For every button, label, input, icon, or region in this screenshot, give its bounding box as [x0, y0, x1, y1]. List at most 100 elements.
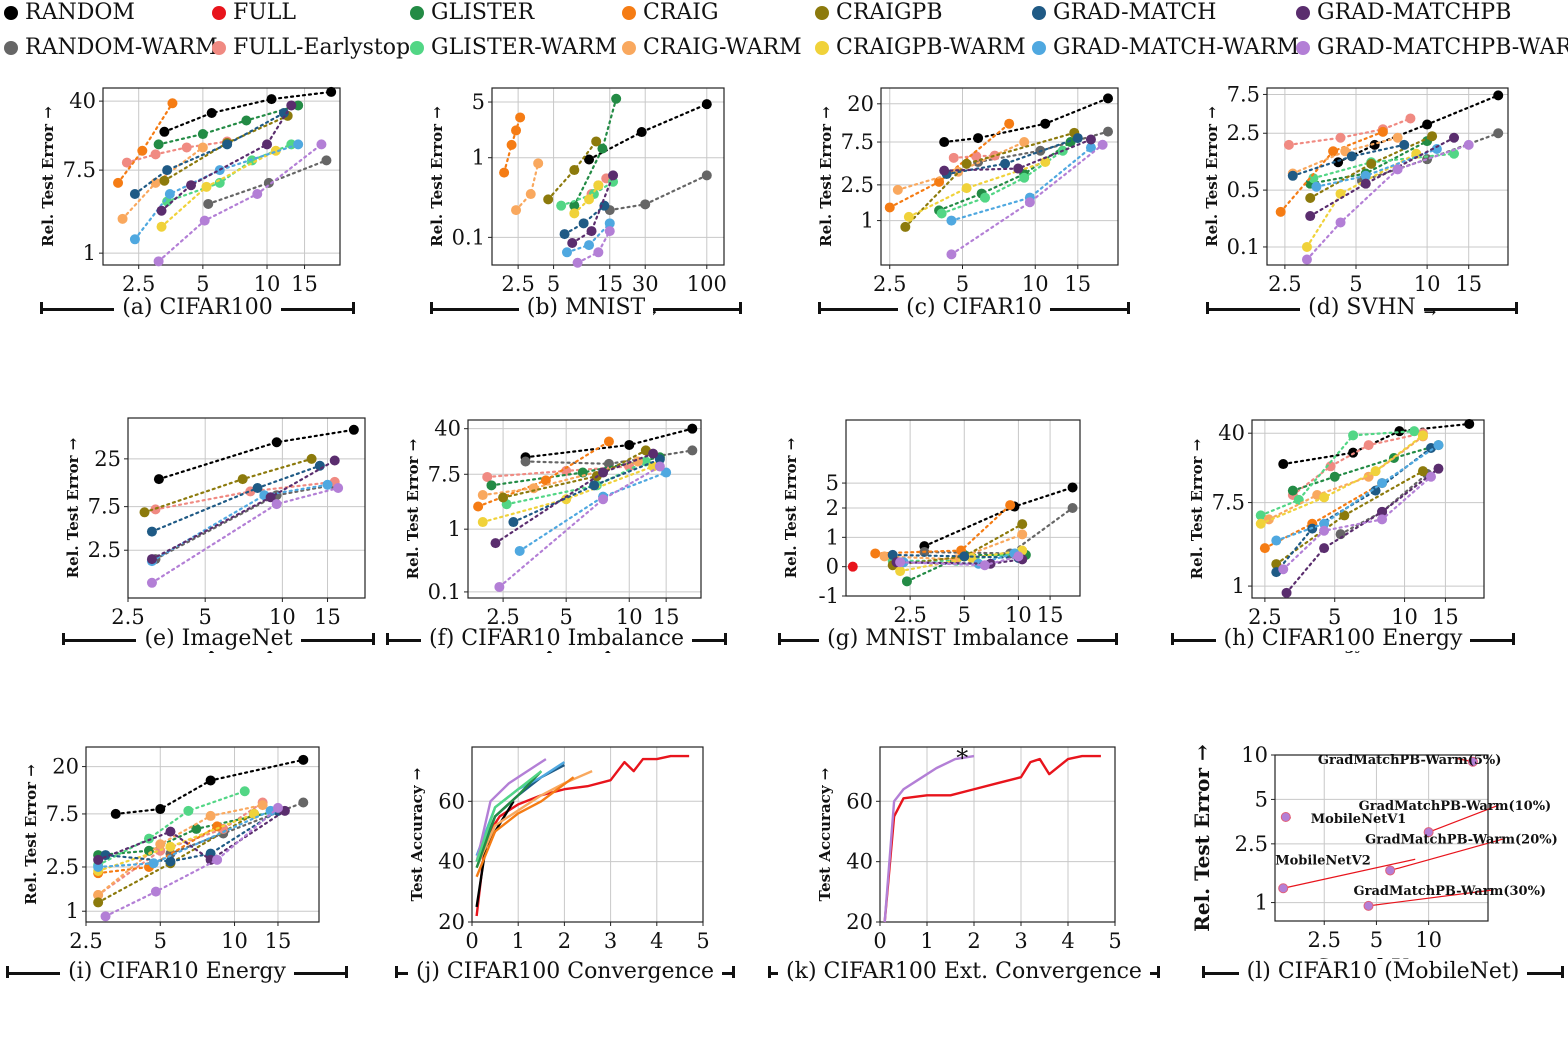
y-tick-label: 1	[83, 241, 96, 265]
data-point-random	[701, 99, 712, 110]
x-tick-label: 2.5	[1268, 272, 1301, 296]
caption-bracket-end	[1512, 633, 1515, 645]
caption-text: (b) MNIST	[518, 295, 654, 320]
data-point-full-earlystop	[948, 152, 959, 163]
data-point-random	[1493, 90, 1504, 101]
data-point-random	[153, 474, 164, 485]
point-label: MobileNetV1	[1311, 812, 1407, 827]
x-tick-label: 15	[596, 272, 623, 296]
data-point-grad-match	[222, 139, 233, 150]
data-point-full-earlystop	[482, 471, 493, 482]
caption-bracket-end	[1561, 966, 1564, 978]
data-point-craigpb-warm	[156, 221, 167, 232]
series-line-full-earlystop	[952, 154, 996, 159]
series-line-grad-match-warm	[518, 471, 668, 553]
series-line-craigpb	[143, 457, 313, 514]
data-point-grad-match	[1000, 158, 1011, 169]
data-point-grad-matchpb	[1360, 178, 1371, 189]
data-point-random	[1394, 426, 1405, 437]
legend-label: GRAD-MATCHPB	[1317, 0, 1512, 25]
series-line-grad-matchpb	[97, 809, 286, 862]
data-point-grad-match-warm	[93, 861, 104, 872]
data-point-random-warm	[203, 198, 214, 209]
data-point-glister-warm	[1255, 510, 1266, 521]
x-tick-label: 1	[920, 929, 933, 953]
data-point-craig	[511, 125, 522, 136]
series-line-grad-match	[512, 458, 661, 524]
caption-g: (g) MNIST Imbalance	[778, 625, 1118, 655]
caption-bracket-end	[818, 302, 821, 314]
data-point-craig-warm	[879, 551, 890, 562]
y-axis-label: Rel. Test Error →	[1188, 438, 1206, 579]
data-point-full-earlystop	[181, 142, 192, 153]
data-point-craig-warm	[205, 810, 216, 821]
x-tick-label: 2.5	[893, 603, 926, 627]
data-point-craigpb-warm	[593, 180, 604, 191]
caption-bracket-end	[372, 633, 375, 645]
data-point-grad-matchpb-warm	[212, 854, 223, 865]
caption-text-wrap: (j) CIFAR100 Convergence	[395, 958, 735, 986]
legend-label: GLISTER	[431, 0, 535, 25]
data-point-craig	[167, 98, 178, 109]
y-tick-label: 5	[1255, 787, 1268, 811]
data-point-grad-matchpb-warm	[146, 577, 157, 588]
x-tick-label: 5	[696, 929, 709, 953]
data-point-random	[205, 775, 216, 786]
data-point-craig-warm	[528, 483, 539, 494]
data-point-grad-matchpb	[598, 467, 609, 478]
series-line-grad-matchpb-warm	[1305, 143, 1470, 261]
y-tick-label: 1	[66, 899, 79, 923]
data-point-grad-matchpb-warm	[979, 560, 990, 571]
data-point-glister	[901, 576, 912, 587]
x-tick-label: 10	[221, 929, 248, 953]
series-line-craig-warm	[514, 162, 540, 212]
caption-text: (j) CIFAR100 Convergence	[407, 959, 723, 984]
data-point-random	[266, 94, 277, 105]
legend-item-craig-warm: CRAIG-WARM	[622, 35, 802, 61]
legend-marker	[815, 41, 829, 55]
legend-marker	[622, 41, 636, 55]
data-point-gradmatchpb-warm-30	[1363, 900, 1374, 911]
data-point-full-earlystop	[1335, 132, 1346, 143]
x-tick-label: 4	[1061, 929, 1074, 953]
data-point-random	[298, 754, 309, 765]
annotation-arrow	[1283, 858, 1416, 889]
data-point-grad-match-warm	[129, 234, 140, 245]
caption-text-wrap: (l) CIFAR10 (MobileNet)	[1202, 958, 1564, 986]
data-point-grad-match-warm	[1311, 181, 1322, 192]
data-point-grad-matchpb-warm	[1392, 164, 1403, 175]
data-point-grad-matchpb-warm	[494, 581, 505, 592]
data-point-craigpb-warm	[477, 517, 488, 528]
data-point-grad-match-warm	[514, 545, 525, 556]
caption-text-wrap: (d) SVHN	[1206, 294, 1518, 322]
data-point-full-earlystop	[1363, 440, 1374, 451]
y-axis-label: Rel. Test Error →	[22, 764, 40, 905]
point-label: GradMatchPB-Warm(5%)	[1318, 753, 1502, 768]
series-line-craig	[97, 825, 219, 875]
plot-frame	[491, 87, 725, 266]
data-point-random	[584, 154, 595, 165]
x-tick-label: 5	[958, 603, 971, 627]
data-point-glister	[1287, 485, 1298, 496]
data-point-craigpb	[306, 453, 317, 464]
data-point-random	[1067, 482, 1078, 493]
caption-bracket-end	[768, 966, 771, 978]
data-point-grad-matchpb	[490, 538, 501, 549]
series-line-full-earlystop	[97, 801, 264, 897]
data-point-glister	[241, 115, 252, 126]
data-point-craigpb-warm	[1319, 492, 1330, 503]
data-point-grad-match	[959, 551, 970, 562]
data-point-craig-warm	[155, 839, 166, 850]
caption-h: (h) CIFAR100 Energy	[1171, 625, 1515, 655]
series-line-full	[475, 754, 690, 917]
legend-item-craigpb: CRAIGPB	[815, 0, 943, 26]
data-point-grad-matchpb	[1433, 463, 1444, 474]
caption-c: (c) CIFAR10	[818, 294, 1130, 324]
data-point-random-warm	[687, 445, 698, 456]
data-point-grad-match	[162, 165, 173, 176]
data-point-random-warm	[520, 456, 531, 467]
caption-text-wrap: (h) CIFAR100 Energy	[1171, 625, 1515, 653]
